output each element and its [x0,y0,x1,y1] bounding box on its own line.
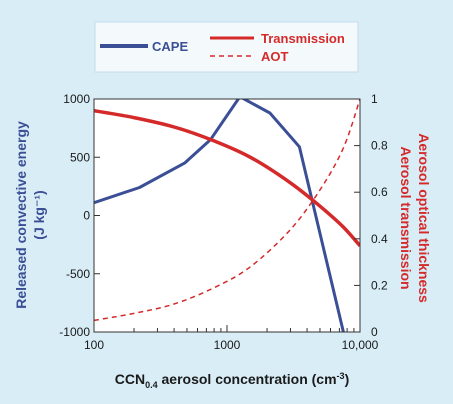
y-left-tick-label: 0 [83,209,90,223]
x-tick-label: 10,000 [342,338,379,352]
legend: CAPE Transmission AOT [94,21,359,73]
legend-label-cape: CAPE [152,39,188,54]
y-right-tick-label: 0.2 [371,278,388,292]
x-axis: 100 1000 10,000 [84,325,379,352]
x-tick-label: 100 [84,338,104,352]
y-axis-right-label-line2: Aerosol transmission [398,146,414,289]
y-right-tick-label: 0 [371,325,378,339]
y-left-tick-label: 500 [70,150,90,164]
y-right-tick-label: 0.6 [371,185,388,199]
legend-label-transmission: Transmission [261,31,345,46]
y-right-tick-label: 0.8 [371,139,388,153]
y-axis-left: 1000 500 0 -500 -1000 [59,92,100,339]
series-line-aot [94,99,360,322]
y-left-tick-label: -1000 [59,325,90,339]
legend-label-aot: AOT [261,49,289,64]
y-left-tick-label: -500 [66,267,90,281]
series-line-transmission [94,108,360,247]
y-axis-left-label-line1: Released convective energy [13,121,29,309]
plot-area [94,99,360,332]
y-right-tick-label: 0.4 [371,232,388,246]
y-axis-right-label: Aerosol optical thickness Aerosol transm… [398,133,432,303]
y-axis-right-label-line1: Aerosol optical thickness [416,133,432,303]
plot-layer [94,99,360,332]
series-line-cape [94,99,345,332]
y-axis-right: 1 0.8 0.6 0.4 0.2 0 [354,92,388,339]
y-axis-left-label-line2: (J kg⁻¹) [31,190,47,239]
x-tick-label: 1000 [214,338,241,352]
x-axis-label: CCN0.4 aerosol concentration (cm-3) [115,371,349,390]
y-left-tick-label: 1000 [63,92,90,106]
y-right-tick-label: 1 [371,92,378,106]
y-axis-left-label: Released convective energy (J kg⁻¹) [13,121,47,309]
